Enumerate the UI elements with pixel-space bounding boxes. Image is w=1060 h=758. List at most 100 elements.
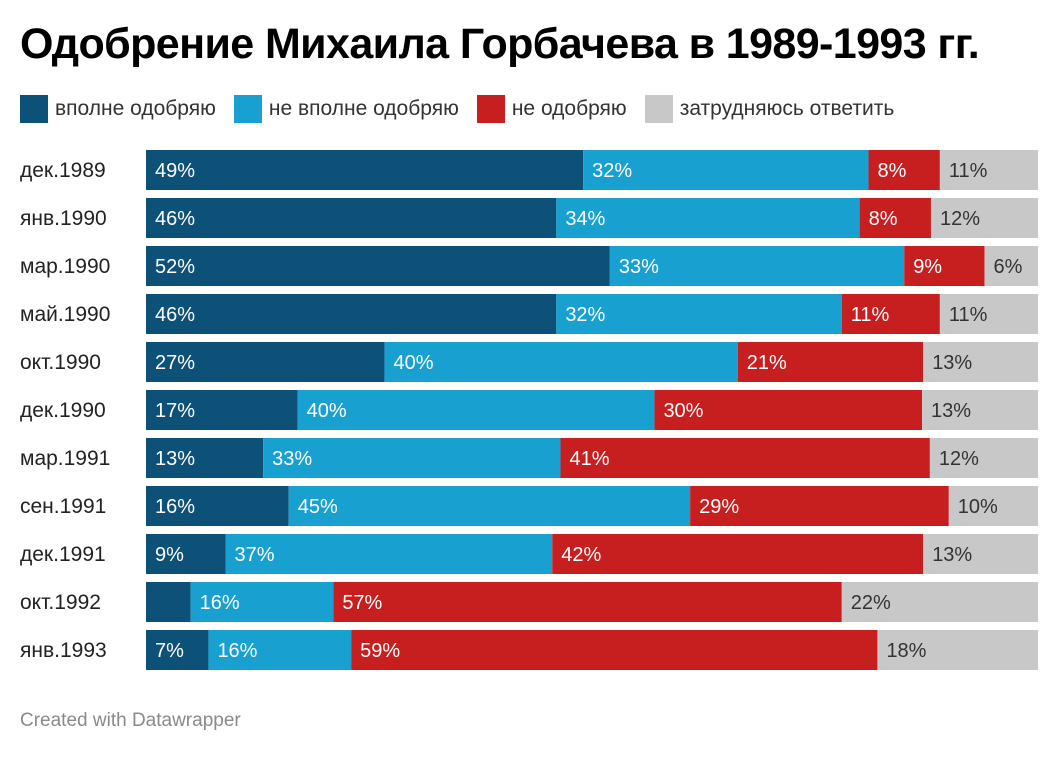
data-label: 59% <box>360 640 400 662</box>
bar-segment <box>146 486 289 526</box>
bar-segment <box>939 150 1038 190</box>
bar-segment <box>654 390 923 430</box>
data-label: 16% <box>155 496 195 518</box>
bar-segment <box>877 630 1038 670</box>
bar-segment <box>225 534 553 574</box>
data-label: 12% <box>940 208 980 230</box>
bar-segment <box>841 582 1038 622</box>
data-label: 16% <box>217 640 257 662</box>
bar-segment <box>146 390 298 430</box>
data-label: 11% <box>949 304 988 326</box>
data-label: 37% <box>234 544 274 566</box>
bar-segment <box>609 246 905 286</box>
bar-segment <box>146 150 584 190</box>
legend-label-partly-approve: не вполне одобряю <box>268 97 459 120</box>
data-label: 11% <box>949 160 988 182</box>
data-label: 10% <box>958 496 998 518</box>
category-label: мар.1990 <box>20 255 110 278</box>
category-label: янв.1993 <box>20 639 107 662</box>
bar-segment <box>146 294 557 334</box>
data-label: 32% <box>592 160 632 182</box>
bar-segment <box>146 534 226 574</box>
data-label: 7% <box>155 640 184 662</box>
data-label: 16% <box>200 592 240 614</box>
data-label: 8% <box>869 208 898 230</box>
bar-segment <box>333 582 842 622</box>
legend-item-disapprove: не одобряю <box>476 95 627 123</box>
bar-segment <box>146 438 264 478</box>
bar-segment <box>552 534 924 574</box>
bar-segment <box>556 294 842 334</box>
category-label: сен.1991 <box>20 495 106 518</box>
bar-segment <box>146 342 385 382</box>
data-label: 40% <box>393 352 433 374</box>
bar-segment <box>868 150 940 190</box>
legend-swatch-no-answer <box>644 95 673 123</box>
data-label: 11% <box>851 304 890 326</box>
data-label: 46% <box>155 208 195 230</box>
bar-segment <box>583 150 869 190</box>
legend-label-disapprove: не одобряю <box>511 97 627 120</box>
data-label: 33% <box>272 448 312 470</box>
category-label: окт.1992 <box>20 591 101 614</box>
legend-item-partly-approve: не вполне одобряю <box>233 95 459 123</box>
bar-segment <box>560 438 930 478</box>
stacked-bar-chart: дек.1989 49% 32% 8% 11% янв.1990 46% 34% 8% 12% ма… <box>20 150 1038 670</box>
data-label: 42% <box>561 544 601 566</box>
data-label: 13% <box>155 448 195 470</box>
bar-segment <box>384 342 738 382</box>
bar-segment <box>984 246 1038 286</box>
data-label: 57% <box>342 592 382 614</box>
data-label: 40% <box>307 400 347 422</box>
bar-segment <box>929 438 1038 478</box>
bar-segment <box>922 390 1038 430</box>
data-label: 41% <box>569 448 609 470</box>
data-label: 18% <box>886 640 926 662</box>
data-label: 34% <box>565 208 605 230</box>
data-label: 32% <box>565 304 605 326</box>
data-label: 33% <box>619 256 659 278</box>
data-label: 6% <box>993 256 1022 278</box>
bar-segment <box>190 582 334 622</box>
data-label: 52% <box>155 256 195 278</box>
data-label: 13% <box>932 544 972 566</box>
data-label: 46% <box>155 304 195 326</box>
bar-segment <box>939 294 1038 334</box>
bar-segment <box>263 438 561 478</box>
data-label: 13% <box>931 400 971 422</box>
bar-segment <box>690 486 949 526</box>
data-label: 29% <box>699 496 739 518</box>
data-label: 22% <box>851 592 891 614</box>
data-label: 27% <box>155 352 195 374</box>
data-label: 9% <box>155 544 184 566</box>
data-label: 12% <box>939 448 979 470</box>
bar-segment <box>146 630 209 670</box>
category-label: дек.1991 <box>20 543 106 566</box>
data-label: 8% <box>878 160 907 182</box>
bar-segment <box>297 390 655 430</box>
bar-segment <box>948 486 1038 526</box>
bar-segment <box>841 294 940 334</box>
data-label: 9% <box>913 256 942 278</box>
bar-segment <box>146 198 557 238</box>
data-label: 49% <box>155 160 195 182</box>
data-label: 30% <box>663 400 703 422</box>
bar-segment <box>923 534 1038 574</box>
category-label: мар.1991 <box>20 447 110 470</box>
category-label: дек.1990 <box>20 399 106 422</box>
category-label: янв.1990 <box>20 207 107 230</box>
bar-segment <box>904 246 985 286</box>
legend-label-approve: вполне одобряю <box>55 97 216 120</box>
bar-segment <box>288 486 691 526</box>
bar-segment <box>146 246 610 286</box>
category-label: дек.1989 <box>20 159 106 182</box>
bar-segment <box>859 198 931 238</box>
data-label: 45% <box>298 496 338 518</box>
bar-segment <box>351 630 878 670</box>
legend-swatch-disapprove <box>476 95 505 123</box>
data-label: 13% <box>932 352 972 374</box>
bar-segment <box>737 342 924 382</box>
legend: вполне одобряю не вполне одобряю не одоб… <box>20 92 912 126</box>
bar-segment <box>556 198 860 238</box>
legend-item-no-answer: затрудняюсь ответить <box>644 95 894 123</box>
